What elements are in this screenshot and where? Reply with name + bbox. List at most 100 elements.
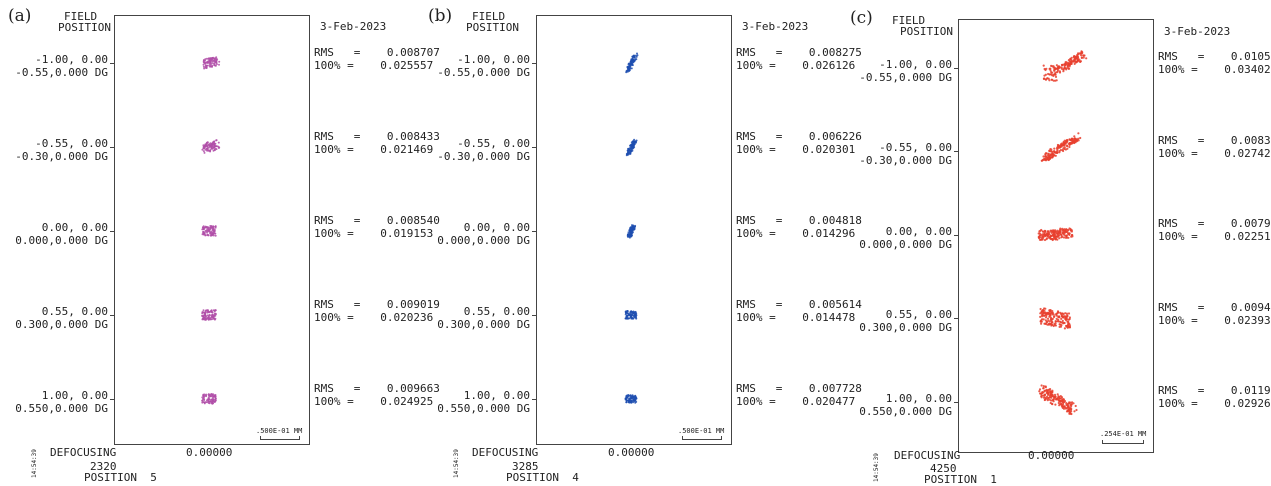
spot-frame [958,19,1154,453]
field-label-1: -1.00, 0.00 -0.55,0.000 DG [15,53,108,79]
panel-label: (a) [8,6,32,26]
stats-5: RMS = 0.011973 100% = 0.029265 [1158,384,1271,410]
panel-b: (b) FIELD POSITION 3-Feb-2023 -1.00, 0.0… [422,0,862,485]
field-label-4: 0.55, 0.00 0.300,0.000 DG [437,305,530,331]
spot-cluster [625,138,638,157]
position-label: POSITION 4 [506,471,579,484]
date-label: 3-Feb-2023 [320,20,387,33]
scale-bar [1102,440,1144,444]
position-label: POSITION 1 [924,473,997,486]
spot-diagram [1037,50,1088,416]
timestamp: 14:54:39 [873,453,880,482]
stats-3: RMS = 0.004818 100% = 0.014296 [736,214,862,240]
spot-cluster [626,224,637,239]
stats-5: RMS = 0.009663 100% = 0.024925 [314,382,440,408]
position-label: POSITION 5 [84,471,157,484]
stats-2: RMS = 0.008349 100% = 0.027427 [1158,134,1271,160]
spot-diagram [624,52,639,404]
timestamp: 14:54:39 [31,449,38,478]
panel-label: (c) [850,8,873,28]
date-label: 3-Feb-2023 [742,20,809,33]
stats-4: RMS = 0.005614 100% = 0.014478 [736,298,862,324]
config-number: 4250 [930,462,957,475]
stats-3: RMS = 0.008540 100% = 0.019153 [314,214,440,240]
scale-bar [682,436,722,440]
field-label-3: 0.00, 0.00 0.000,0.000 DG [15,221,108,247]
field-label-2: -0.55, 0.00 -0.30,0.000 DG [437,137,530,163]
field-tick [532,315,537,316]
stats-1: RMS = 0.008707 100% = 0.025557 [314,46,440,72]
spot-cluster [1040,132,1082,162]
panel-a: (a) FIELD POSITION 3-Feb-2023 -1.00, 0.0… [0,0,440,485]
defocusing-label: DEFOCUSING [472,446,539,459]
spot-diagram [201,56,221,405]
field-tick [954,68,959,69]
field-label-5: 1.00, 0.00 0.550,0.000 DG [859,392,952,418]
field-header-1: FIELD [64,10,98,23]
field-label-4: 0.55, 0.00 0.300,0.000 DG [859,308,952,334]
field-tick [532,147,537,148]
timestamp: 14:54:39 [453,449,460,478]
field-tick [532,63,537,64]
scale-bar [260,436,300,440]
spot-cluster [201,139,221,154]
stats-2: RMS = 0.006226 100% = 0.020301 [736,130,862,156]
field-header-2: POSITION [466,21,519,34]
field-tick [110,231,115,232]
field-tick [532,231,537,232]
spot-cluster [624,310,638,320]
field-header-1: FIELD [472,10,506,23]
stats-4: RMS = 0.009019 100% = 0.020236 [314,298,440,324]
field-tick [110,399,115,400]
spot-frame [114,15,310,445]
spot-cluster [1042,50,1088,82]
stats-1: RMS = 0.010500 100% = 0.034025 [1158,50,1271,76]
spot-cluster [202,56,221,70]
spot-cluster [201,225,217,237]
field-tick [954,235,959,236]
config-number: 3285 [512,460,539,473]
scale-label: .500E-01 MM [256,427,303,435]
spot-cluster [625,52,639,74]
field-tick [954,402,959,403]
field-label-3: 0.00, 0.00 0.000,0.000 DG [437,221,530,247]
defocusing-value: 0.00000 [1028,449,1075,462]
field-header-2: POSITION [58,21,111,34]
field-label-5: 1.00, 0.00 0.550,0.000 DG [15,389,108,415]
scale-label: .500E-01 MM [678,427,725,435]
defocusing-label: DEFOCUSING [894,449,961,462]
date-label: 3-Feb-2023 [1164,25,1231,38]
defocusing-value: 0.00000 [608,446,655,459]
field-tick [110,147,115,148]
spot-cluster [1037,227,1074,242]
field-label-3: 0.00, 0.00 0.000,0.000 DG [859,225,952,251]
field-tick [532,399,537,400]
field-header-1: FIELD [892,14,926,27]
field-label-1: -1.00, 0.00 -0.55,0.000 DG [437,53,530,79]
stats-3: RMS = 0.007957 100% = 0.022517 [1158,217,1271,243]
panel-label: (b) [428,6,453,26]
spot-cluster [1038,384,1078,416]
stats-5: RMS = 0.007728 100% = 0.020477 [736,382,862,408]
field-label-1: -1.00, 0.00 -0.55,0.000 DG [859,58,952,84]
defocusing-label: DEFOCUSING [50,446,117,459]
field-tick [110,63,115,64]
field-label-5: 1.00, 0.00 0.550,0.000 DG [437,389,530,415]
spot-cluster [1039,307,1071,330]
stats-2: RMS = 0.008433 100% = 0.021469 [314,130,440,156]
spot-frame [536,15,732,445]
config-number: 2320 [90,460,117,473]
defocusing-value: 0.00000 [186,446,233,459]
field-label-2: -0.55, 0.00 -0.30,0.000 DG [859,141,952,167]
field-tick [954,151,959,152]
field-tick [110,315,115,316]
field-label-2: -0.55, 0.00 -0.30,0.000 DG [15,137,108,163]
spot-cluster [624,394,638,404]
spot-cluster [201,393,217,405]
field-header-2: POSITION [900,25,953,38]
spot-cluster [201,309,217,321]
stats-4: RMS = 0.009476 100% = 0.023938 [1158,301,1271,327]
field-tick [954,318,959,319]
panel-c: (c) FIELD POSITION 3-Feb-2023 -1.00, 0.0… [846,0,1271,486]
field-label-4: 0.55, 0.00 0.300,0.000 DG [15,305,108,331]
